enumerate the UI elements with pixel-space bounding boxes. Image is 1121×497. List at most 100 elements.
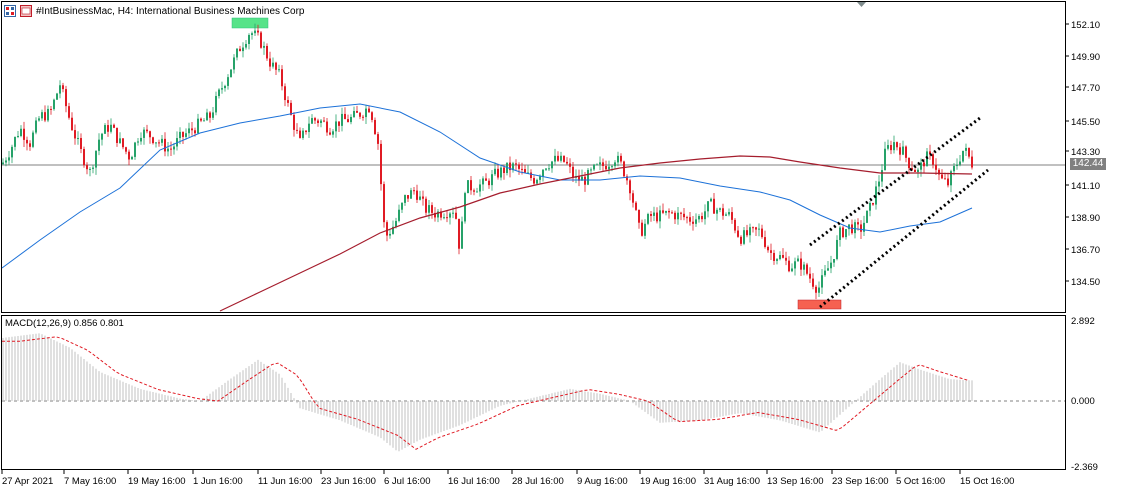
candle-body bbox=[938, 169, 940, 175]
candle-body bbox=[377, 134, 379, 144]
candle-body bbox=[215, 96, 217, 113]
candle-body bbox=[791, 268, 793, 272]
time-tick-label: 19 Aug 16:00 bbox=[640, 476, 696, 487]
candle-body bbox=[200, 118, 202, 121]
candle-body bbox=[413, 190, 415, 192]
candle-body bbox=[434, 212, 436, 218]
candle-body bbox=[632, 193, 634, 203]
candle-body bbox=[815, 286, 817, 293]
scroll-marker-icon[interactable] bbox=[857, 2, 866, 7]
candle-body bbox=[179, 131, 181, 139]
candle-body bbox=[371, 112, 373, 120]
candle-body bbox=[404, 195, 406, 203]
moving-average-fast bbox=[1, 103, 973, 269]
candle-body bbox=[317, 120, 319, 123]
candle-body bbox=[293, 114, 295, 130]
candle-body bbox=[599, 162, 601, 165]
candle-body bbox=[380, 143, 382, 185]
candle-body bbox=[14, 136, 16, 147]
candle-body bbox=[716, 209, 718, 214]
candle-body bbox=[65, 89, 67, 107]
candle-body bbox=[965, 147, 967, 151]
candle-body bbox=[407, 195, 409, 199]
candle-body bbox=[725, 214, 727, 216]
candle-body bbox=[494, 168, 496, 175]
candle-body bbox=[788, 260, 790, 272]
candle-body bbox=[209, 112, 211, 118]
candle-body bbox=[35, 120, 37, 133]
candle-body bbox=[284, 86, 286, 101]
candle-body bbox=[554, 155, 556, 162]
candle-body bbox=[278, 69, 280, 71]
candle-body bbox=[110, 124, 112, 132]
candle-body bbox=[680, 212, 682, 214]
candle-body bbox=[650, 214, 652, 216]
candle-body bbox=[242, 47, 244, 52]
candle-body bbox=[713, 198, 715, 214]
candle-body bbox=[197, 118, 199, 134]
high-marker bbox=[231, 17, 269, 29]
candle-body bbox=[296, 129, 298, 131]
candle-body bbox=[395, 220, 397, 227]
candle-body bbox=[236, 48, 238, 58]
time-axis[interactable] bbox=[1, 470, 961, 474]
candle-body bbox=[968, 147, 970, 157]
price-axis[interactable] bbox=[1065, 23, 1069, 282]
candle-body bbox=[353, 111, 355, 117]
candle-body bbox=[698, 216, 700, 220]
chart-grid-icon[interactable] bbox=[4, 5, 16, 17]
candle-body bbox=[47, 108, 49, 121]
price-tick-label: 138.90 bbox=[1071, 213, 1101, 224]
candle-body bbox=[254, 30, 256, 34]
candle-body bbox=[38, 118, 40, 121]
candle-body bbox=[515, 163, 517, 165]
time-tick-label: 28 Jul 16:00 bbox=[512, 476, 564, 487]
candle-body bbox=[572, 166, 574, 178]
candle-body bbox=[173, 146, 175, 150]
candle-body bbox=[845, 229, 847, 238]
candle-body bbox=[503, 167, 505, 174]
chart-window-icon[interactable] bbox=[20, 5, 32, 17]
candle-body bbox=[119, 138, 121, 143]
candle-body bbox=[263, 45, 265, 48]
price-pane-frame bbox=[1, 1, 1066, 313]
candle-body bbox=[653, 212, 655, 216]
price-tick-label: 145.50 bbox=[1071, 117, 1101, 128]
candle-body bbox=[245, 43, 247, 48]
candle-body bbox=[344, 113, 346, 120]
candle-body bbox=[362, 116, 364, 118]
current-price-tag: 142.44 bbox=[1070, 158, 1106, 170]
candle-body bbox=[473, 190, 475, 192]
macd-histogram bbox=[2, 333, 973, 452]
candle-body bbox=[800, 258, 802, 270]
candle-body bbox=[806, 264, 808, 274]
candle-body bbox=[332, 131, 334, 135]
candle-body bbox=[701, 216, 703, 220]
candle-body bbox=[893, 142, 895, 151]
time-tick-label: 11 Jun 16:00 bbox=[258, 476, 313, 487]
time-tick-label: 27 Apr 2021 bbox=[2, 476, 54, 487]
candle-body bbox=[758, 228, 760, 230]
candle-body bbox=[329, 132, 331, 135]
candle-body bbox=[971, 156, 973, 168]
candle-body bbox=[161, 138, 163, 143]
candle-body bbox=[8, 157, 10, 161]
candle-body bbox=[326, 121, 328, 133]
time-tick-label: 19 May 16:00 bbox=[128, 476, 186, 487]
candle-body bbox=[548, 168, 550, 170]
candle-body bbox=[911, 168, 913, 170]
candle-body bbox=[779, 255, 781, 260]
candle-body bbox=[350, 116, 352, 123]
candle-body bbox=[338, 121, 340, 126]
candle-body bbox=[797, 258, 799, 262]
candle-body bbox=[581, 176, 583, 181]
candle-body bbox=[704, 211, 706, 220]
candle-body bbox=[74, 130, 76, 139]
candle-body bbox=[5, 160, 7, 163]
candle-body bbox=[428, 205, 430, 213]
candle-body bbox=[134, 142, 136, 157]
candle-body bbox=[203, 120, 205, 122]
candle-body bbox=[905, 146, 907, 158]
